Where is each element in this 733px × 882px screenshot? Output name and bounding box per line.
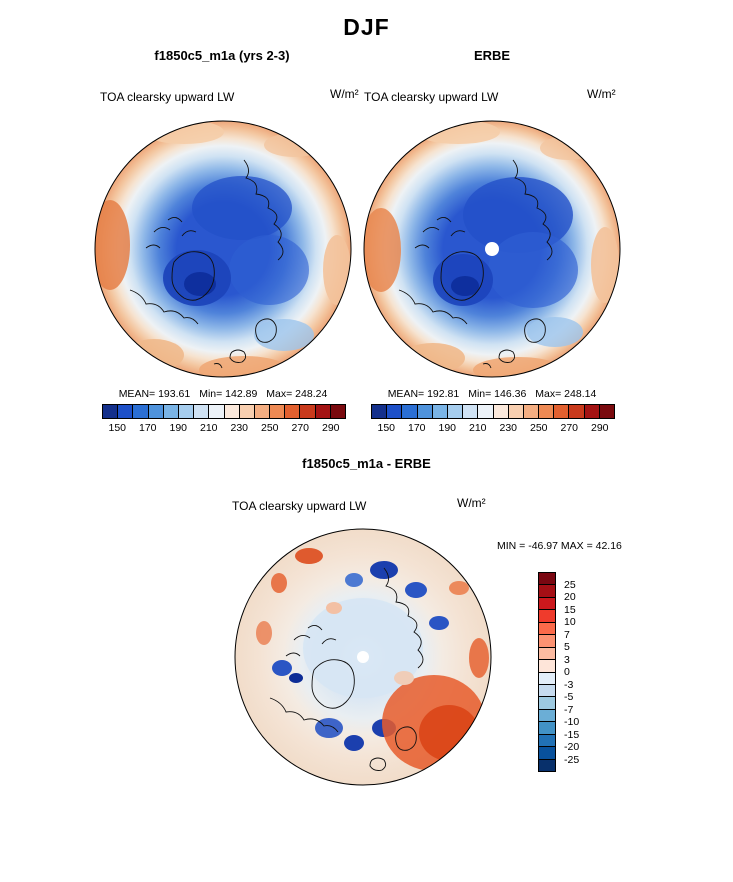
colorbar-tick: 190 <box>438 422 457 434</box>
obs-map <box>363 120 621 383</box>
colorbar-tick: 20 <box>564 591 576 603</box>
model-max: Max= 248.24 <box>266 388 328 400</box>
obs-min: Min= 146.36 <box>468 388 527 400</box>
colorbar-tick: -15 <box>564 728 580 741</box>
colorbar-tick: -20 <box>564 741 580 753</box>
obs-colorbar: 150 170 190 210 230 250 270 290 <box>371 404 615 435</box>
colorbar-tick: 5 <box>564 641 570 653</box>
model-panel-title: f1850c5_m1a (yrs 2-3) <box>154 48 290 63</box>
obs-colorbar-ticks: 150 170 190 210 230 250 270 290 <box>371 422 615 435</box>
obs-units-label: W/m² <box>587 87 616 101</box>
colorbar-tick: 250 <box>529 422 548 434</box>
colorbar-tick: -10 <box>564 716 580 728</box>
obs-panel-title: ERBE <box>473 48 511 63</box>
model-map <box>94 120 352 383</box>
colorbar-tick: 270 <box>560 422 579 434</box>
colorbar-tick: 290 <box>590 422 609 434</box>
colorbar-tick: -3 <box>564 678 574 691</box>
diff-minmax-label: MIN = -46.97 MAX = 42.16 <box>497 540 622 552</box>
colorbar-tick: 230 <box>230 422 249 434</box>
colorbar-tick: 250 <box>260 422 279 434</box>
colorbar-tick: 3 <box>564 653 570 666</box>
diff-title: f1850c5_m1a - ERBE <box>302 456 431 471</box>
colorbar-tick: 170 <box>138 422 157 434</box>
model-units-label: W/m² <box>330 87 359 101</box>
model-field-label: TOA clearsky upward LW <box>100 90 235 104</box>
diff-units-label: W/m² <box>457 496 486 510</box>
colorbar-tick: -5 <box>564 691 574 703</box>
colorbar-tick: 150 <box>377 422 396 434</box>
colorbar-tick: 25 <box>564 578 576 591</box>
obs-field-label: TOA clearsky upward LW <box>364 90 499 104</box>
colorbar-tick: 210 <box>199 422 218 434</box>
model-colorbar: 150 170 190 210 230 250 270 290 <box>102 404 346 435</box>
diff-colorbar-strip <box>538 572 556 772</box>
colorbar-tick: 270 <box>291 422 310 434</box>
model-colorbar-ticks: 150 170 190 210 230 250 270 290 <box>102 422 346 435</box>
colorbar-tick: 230 <box>499 422 518 434</box>
diff-map <box>234 528 492 791</box>
colorbar-tick: -7 <box>564 703 574 716</box>
page-title: DJF <box>343 14 390 40</box>
model-min: Min= 142.89 <box>199 388 258 400</box>
diff-field-label: TOA clearsky upward LW <box>232 499 367 513</box>
colorbar-tick: 170 <box>407 422 426 434</box>
obs-stats: MEAN= 192.81 Min= 146.36 Max= 248.14 <box>363 388 621 400</box>
model-colorbar-strip <box>102 404 346 419</box>
colorbar-tick: 210 <box>468 422 487 434</box>
colorbar-tick: 290 <box>321 422 340 434</box>
colorbar-tick: 150 <box>108 422 127 434</box>
obs-mean: MEAN= 192.81 <box>387 388 460 400</box>
model-stats: MEAN= 193.61 Min= 142.89 Max= 248.24 <box>94 388 352 400</box>
diff-colorbar-labels: 25 20 15 10 7 5 3 0 -3 -5 -7 -10 -15 -20… <box>564 572 598 772</box>
colorbar-tick: 10 <box>564 616 576 628</box>
obs-colorbar-strip <box>371 404 615 419</box>
colorbar-tick: 0 <box>564 666 570 678</box>
colorbar-tick: 7 <box>564 628 570 641</box>
colorbar-tick: 15 <box>564 603 576 616</box>
colorbar-tick: 190 <box>169 422 188 434</box>
colorbar-tick: -25 <box>564 753 580 766</box>
obs-max: Max= 248.14 <box>535 388 597 400</box>
diff-colorbar: 25 20 15 10 7 5 3 0 -3 -5 -7 -10 -15 -20… <box>538 572 608 774</box>
model-mean: MEAN= 193.61 <box>118 388 191 400</box>
